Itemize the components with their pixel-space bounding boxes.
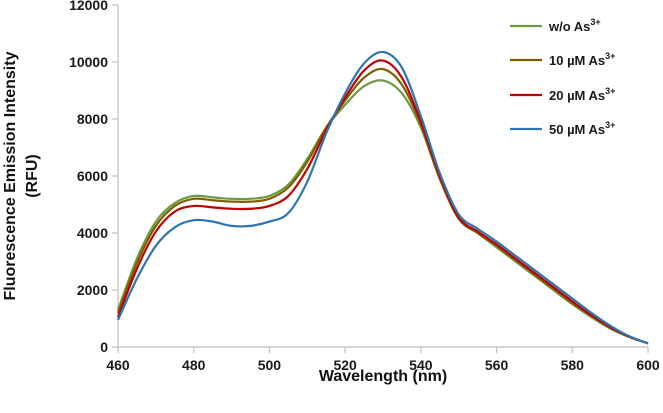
svg-text:50 µM As3+: 50 µM As3+	[549, 120, 615, 137]
y-axis-title-line2: (RFU)	[24, 154, 41, 198]
y-tick-label: 0	[100, 339, 108, 355]
y-tick-label: 10000	[69, 54, 108, 70]
y-tick-label: 2000	[77, 282, 108, 298]
x-axis-ticks: 460 480 500 520 540 560 580 600	[106, 347, 660, 373]
legend-superscript: 3+	[605, 120, 615, 130]
series-lines	[116, 50, 649, 345]
series-line-10um	[116, 67, 649, 345]
legend-label: 50 µM As	[549, 122, 605, 137]
legend: w/o As3+ 10 µM As3+ 20 µM As3+ 50 µM As3…	[510, 17, 615, 137]
series-line-50um	[116, 50, 649, 345]
legend-item-20um: 20 µM As3+	[510, 86, 615, 103]
x-axis-title: Wavelength (nm)	[319, 368, 447, 385]
y-axis-title-line1: Fluorescence Emission Intensity	[2, 51, 19, 300]
x-tick-label: 600	[636, 357, 660, 373]
legend-label: 10 µM As	[549, 53, 605, 68]
x-tick-label: 520	[333, 357, 357, 373]
legend-superscript: 3+	[605, 51, 615, 61]
legend-label: 20 µM As	[549, 88, 605, 103]
legend-item-50um: 50 µM As3+	[510, 120, 615, 137]
x-tick-label: 460	[106, 357, 130, 373]
x-tick-label: 480	[182, 357, 206, 373]
svg-text:w/o As3+: w/o As3+	[548, 17, 601, 34]
x-tick-label: 500	[258, 357, 282, 373]
series-line-wo-as	[116, 79, 649, 345]
y-tick-label: 4000	[77, 225, 108, 241]
y-tick-label: 8000	[77, 111, 108, 127]
y-tick-label: 6000	[77, 168, 108, 184]
x-tick-label: 540	[409, 357, 433, 373]
legend-superscript: 3+	[590, 17, 600, 27]
legend-item-10um: 10 µM As3+	[510, 51, 615, 68]
series-line-20um	[116, 59, 649, 345]
x-tick-label: 580	[561, 357, 585, 373]
x-tick-label: 560	[485, 357, 509, 373]
y-tick-label: 12000	[69, 0, 108, 13]
svg-text:10 µM As3+: 10 µM As3+	[549, 51, 615, 68]
y-axis-ticks: 0 2000 4000 6000 8000 10000 12000	[69, 0, 118, 355]
legend-superscript: 3+	[605, 86, 615, 96]
svg-text:20 µM As3+: 20 µM As3+	[549, 86, 615, 103]
legend-label: w/o As	[548, 19, 590, 34]
legend-item-wo: w/o As3+	[510, 17, 601, 34]
